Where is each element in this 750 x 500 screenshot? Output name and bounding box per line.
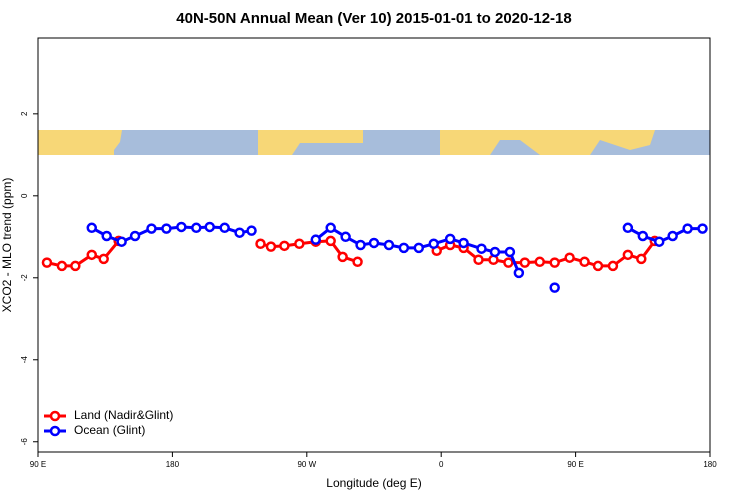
data-point (428, 238, 439, 250)
x-tick-label: 180 (166, 460, 180, 469)
x-tick-label: 0 (439, 460, 444, 469)
data-point (41, 257, 53, 268)
data-point (592, 260, 604, 272)
data-point (383, 239, 395, 251)
data-point (549, 257, 560, 268)
data-point (622, 249, 634, 261)
legend-marker (49, 425, 61, 437)
data-point (70, 260, 81, 272)
data-point (476, 243, 487, 254)
map-strip (38, 130, 710, 155)
x-tick-label: 90 E (30, 460, 46, 469)
x-tick-label: 90 W (297, 460, 316, 469)
data-point (146, 223, 157, 234)
data-point (637, 230, 649, 242)
data-point (564, 252, 575, 263)
data-point (534, 256, 546, 268)
data-point (219, 222, 230, 234)
data-point (204, 221, 215, 233)
data-point (473, 254, 484, 266)
data-point (294, 238, 305, 250)
data-point (413, 242, 425, 254)
data-point (340, 231, 351, 243)
x-tick-label: 180 (703, 460, 717, 469)
data-point (337, 251, 348, 263)
y-axis-label: XCO2 - MLO trend (ppm) (0, 178, 14, 313)
data-point (176, 221, 187, 233)
series-line (46, 239, 656, 268)
data-point (191, 222, 202, 234)
chart-title: 40N-50N Annual Mean (Ver 10) 2015-01-01 … (176, 10, 571, 27)
data-point (667, 230, 678, 242)
data-point (607, 260, 619, 272)
data-point (325, 222, 336, 234)
data-point (579, 256, 590, 268)
data-point (86, 222, 98, 234)
legend-label: Land (Nadir&Glint) (74, 408, 173, 422)
data-point (129, 230, 141, 242)
data-point (101, 230, 112, 242)
data-point (265, 241, 277, 252)
y-tick-label: 0 (20, 193, 29, 198)
data-point (325, 235, 336, 247)
data-point (279, 240, 290, 252)
y-tick-label: -6 (20, 438, 29, 446)
data-point (489, 246, 501, 258)
data-point (458, 237, 469, 249)
data-point (310, 234, 322, 245)
data-point (352, 256, 363, 268)
data-point (504, 246, 516, 258)
data-point (86, 249, 98, 261)
data-point (56, 260, 68, 272)
y-tick-label: 2 (20, 111, 29, 116)
x-tick-label: 90 E (567, 460, 583, 469)
data-point (246, 225, 257, 236)
data-point (682, 223, 693, 234)
data-point (234, 227, 245, 238)
data-point (355, 239, 366, 251)
plot-frame (37, 37, 711, 453)
data-point (98, 253, 109, 265)
data-point (116, 236, 127, 247)
data-point (519, 257, 531, 268)
x-axis-label: Longitude (deg E) (326, 476, 421, 490)
data-point (549, 282, 560, 293)
data-point (503, 257, 514, 268)
data-point (368, 237, 380, 249)
data-point (622, 222, 634, 234)
data-point (161, 223, 172, 234)
data-point (513, 267, 525, 279)
data-point (255, 238, 266, 250)
legend-marker (49, 410, 61, 422)
data-point (636, 253, 647, 265)
data-point (444, 233, 456, 245)
y-tick-label: -2 (20, 274, 29, 282)
data-point (697, 223, 708, 234)
data-point (398, 242, 410, 254)
data-point (653, 236, 665, 247)
y-tick-label: -4 (20, 356, 29, 364)
legend-label: Ocean (Glint) (74, 423, 145, 437)
